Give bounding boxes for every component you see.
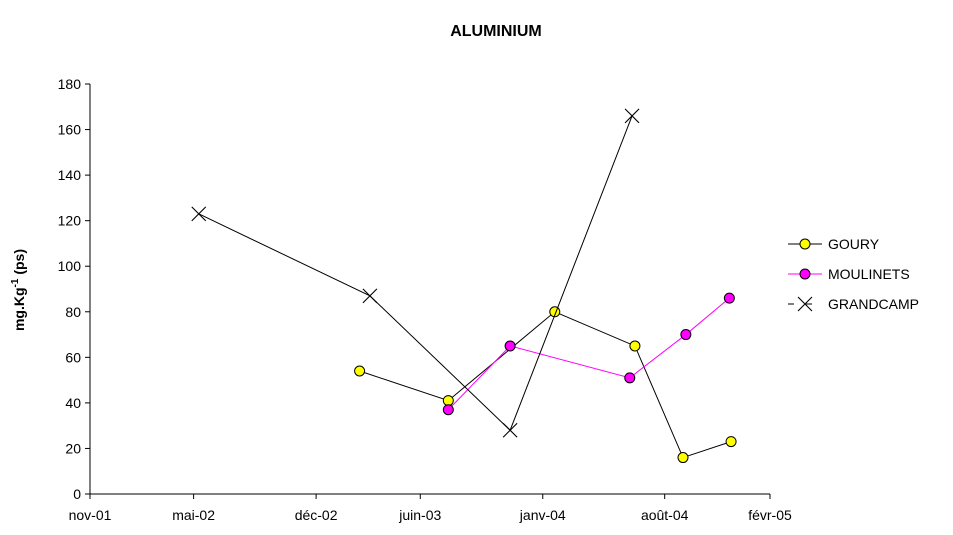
- y-axis-label-tail: (ps): [11, 249, 27, 279]
- data-point-grandcamp: [362, 288, 378, 304]
- legend-marker-goury: [799, 238, 811, 250]
- y-tick-label: 60: [65, 349, 81, 365]
- data-point-moulinets: [680, 329, 692, 341]
- data-point-grandcamp: [502, 422, 518, 438]
- x-tick-label: août-04: [641, 507, 689, 523]
- y-tick-label: 120: [58, 213, 82, 229]
- x-tick-label: déc-02: [295, 507, 338, 523]
- data-point-moulinets: [624, 372, 636, 384]
- data-point-goury: [677, 452, 689, 464]
- data-point-moulinets: [504, 340, 516, 352]
- legend-label-moulinets: MOULINETS: [828, 266, 910, 282]
- x-tick-label: févr-05: [748, 507, 792, 523]
- x-tick-label: janv-04: [519, 507, 566, 523]
- x-tick-label: juin-03: [398, 507, 441, 523]
- data-point-goury: [354, 365, 366, 377]
- x-axis-ticks: nov-01 mai-02 déc-02 juin-03 janv-04 août-04 f…: [69, 494, 792, 523]
- series-line-grandcamp: [198, 115, 633, 432]
- data-point-grandcamp: [191, 206, 207, 222]
- y-axis-label: mg.Kg-1 (ps): [10, 249, 27, 331]
- y-axis-label-sup: -1: [10, 278, 21, 287]
- data-point-goury: [629, 340, 641, 352]
- legend-marker-moulinets: [799, 268, 811, 280]
- y-tick-label: 0: [73, 486, 81, 502]
- data-point-moulinets: [442, 404, 454, 416]
- y-axis-ticks: 0 20 40 60 80 100 120 140 160 180: [58, 76, 90, 502]
- y-tick-label: 180: [58, 76, 82, 92]
- y-tick-label: 40: [65, 395, 81, 411]
- legend-marker-grandcamp: [797, 296, 813, 312]
- y-tick-label: 80: [65, 304, 81, 320]
- series-line-goury: [359, 311, 732, 459]
- series-lines: [191, 108, 737, 464]
- legend-label-goury: GOURY: [828, 236, 880, 252]
- y-tick-label: 100: [58, 258, 82, 274]
- x-tick-label: nov-01: [69, 507, 112, 523]
- y-tick-label: 20: [65, 440, 81, 456]
- chart-title: ALUMINIUM: [450, 23, 542, 40]
- data-point-grandcamp: [624, 108, 640, 124]
- axes: [89, 84, 770, 495]
- y-axis-label-main: mg.Kg: [11, 287, 27, 331]
- data-point-goury: [442, 395, 454, 407]
- data-point-goury: [725, 436, 737, 448]
- legend: GOURY MOULINETS GRANDCAMP: [788, 236, 919, 312]
- series-line-moulinets: [447, 297, 730, 411]
- x-tick-label: mai-02: [172, 507, 215, 523]
- data-point-moulinets: [723, 292, 735, 304]
- legend-label-grandcamp: GRANDCAMP: [828, 296, 919, 312]
- y-tick-label: 160: [58, 122, 82, 138]
- y-tick-label: 140: [58, 167, 82, 183]
